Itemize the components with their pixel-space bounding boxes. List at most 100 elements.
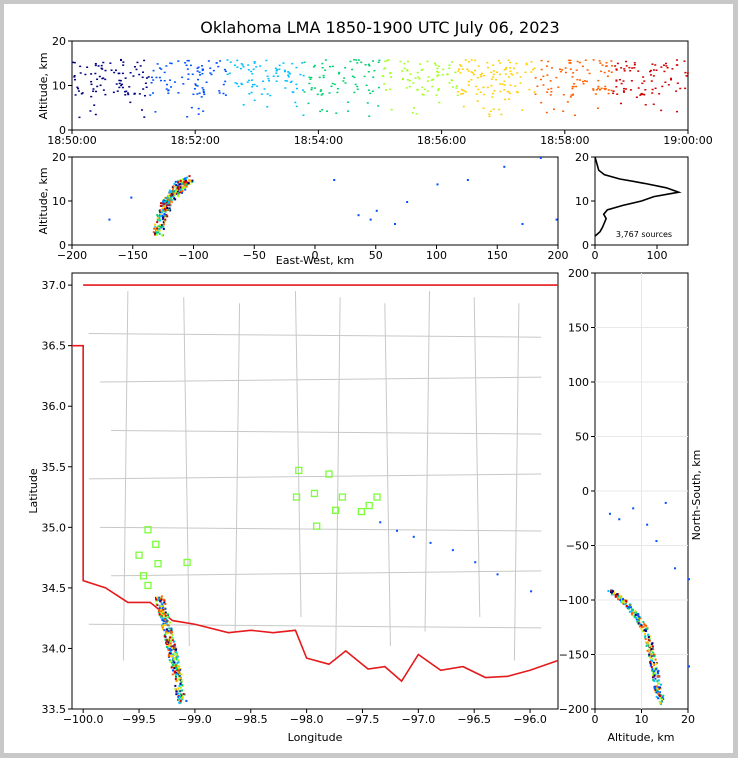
ns-height-y-tick-label: −100: [559, 594, 589, 607]
time-height-source: [499, 83, 502, 85]
time-height-source: [503, 80, 506, 83]
time-height-y-tick-label: 0: [59, 124, 66, 137]
time-height-x-tick-label: 19:00:00: [663, 134, 712, 147]
time-height-source: [187, 59, 190, 62]
plan-view-source: [168, 659, 171, 662]
plan-view-x-tick-label: −96.0: [513, 713, 547, 726]
time-height-source: [550, 87, 553, 90]
time-height-source: [559, 68, 562, 71]
county-line: [122, 291, 129, 661]
ns-height-source: [654, 668, 657, 671]
time-height-source: [684, 87, 687, 90]
ns-height-source: [659, 702, 662, 705]
time-height-source: [676, 82, 679, 84]
ew-height-source: [168, 197, 171, 200]
ns-height-source: [652, 646, 655, 649]
ew-height-source: [168, 204, 171, 207]
ns-height-source: [635, 618, 638, 621]
time-height-source: [384, 60, 387, 63]
time-height-source: [549, 94, 552, 96]
time-height-source: [256, 85, 259, 87]
ns-height-source: [651, 657, 654, 660]
ew-height-source: [164, 218, 167, 221]
plan-view-source: [173, 661, 176, 664]
time-height-source: [81, 92, 84, 94]
ns-height-source: [657, 691, 660, 694]
plan-view-source: [179, 677, 182, 680]
plan-view-source: [177, 678, 180, 681]
time-height-source: [143, 116, 146, 118]
ns-height-source: [657, 672, 660, 675]
time-height-source: [104, 93, 107, 96]
time-height-source: [470, 59, 473, 61]
time-height-source: [121, 72, 124, 75]
time-height-source: [461, 68, 464, 70]
plan-view-source: [174, 670, 177, 673]
ew-height-source: [165, 213, 168, 216]
ns-height-source: [614, 594, 617, 597]
time-height-source: [610, 89, 613, 92]
ns-height-source: [610, 593, 613, 596]
time-height-source: [464, 59, 467, 61]
time-height-source: [191, 73, 194, 76]
time-height-source: [383, 83, 386, 85]
time-height-source: [408, 80, 411, 82]
time-height-source: [437, 88, 440, 90]
ew-height-source: [159, 225, 162, 228]
ew-height-source: [156, 225, 159, 228]
plan-view-source: [179, 700, 182, 703]
time-height-source: [561, 69, 564, 71]
time-height-source: [597, 79, 600, 82]
time-height-source: [236, 82, 239, 85]
ns-height-source: [652, 648, 655, 651]
time-height-source: [652, 69, 655, 71]
time-height-source: [615, 86, 618, 88]
plan-view-source: [179, 701, 182, 704]
ew-height-source: [178, 183, 181, 186]
ns-height-source: [612, 592, 615, 595]
time-height-source: [209, 72, 212, 74]
time-height-source: [155, 76, 158, 79]
ew-height-source: [158, 216, 161, 219]
ew-height-source: [159, 223, 162, 226]
ew-height-x-tick-label: 50: [369, 249, 383, 262]
time-height-source: [416, 88, 419, 91]
time-height-source: [342, 80, 345, 82]
time-height-source: [210, 73, 213, 76]
time-height-source: [437, 74, 440, 76]
time-height-source: [547, 60, 550, 63]
lma-station-marker: [154, 560, 162, 568]
ew-height-x-tick-label: −200: [57, 249, 87, 262]
time-height-source: [240, 83, 243, 86]
time-height-source: [141, 76, 144, 79]
time-height-source: [96, 85, 99, 88]
time-height-source: [144, 82, 147, 85]
ns-height-source: [628, 604, 631, 607]
ns-height-x-tick-label: 20: [681, 713, 695, 726]
time-height-source: [124, 94, 127, 96]
ns-height-source: [654, 677, 657, 680]
time-height-source: [508, 92, 511, 95]
time-height-source: [418, 78, 421, 80]
time-height-source: [251, 83, 254, 86]
plan-view-source: [170, 627, 173, 630]
time-height-source: [253, 83, 256, 86]
plan-view-source: [175, 693, 178, 696]
ns-height-source: [632, 507, 635, 510]
time-height-source: [405, 87, 408, 89]
ew-height-source: [185, 180, 188, 183]
time-height-source: [499, 90, 502, 93]
ew-height-ticks: −200 −150 −100 −50 0 50 100 150 200 0 10 20: [52, 151, 569, 262]
ns-height-source: [631, 609, 634, 612]
time-height-source: [246, 81, 249, 83]
ew-height-source: [186, 182, 189, 185]
plan-view-source: [178, 675, 181, 678]
time-height-source: [169, 62, 172, 64]
ns-height-y-tick-label: 100: [568, 376, 589, 389]
ew-height-source: [555, 218, 558, 221]
ns-height-source: [655, 695, 658, 698]
time-height-source: [248, 93, 251, 95]
time-height-source: [414, 77, 417, 79]
ew-height-source: [164, 214, 167, 217]
ew-height-ylabel: Altitude, km: [37, 167, 50, 234]
